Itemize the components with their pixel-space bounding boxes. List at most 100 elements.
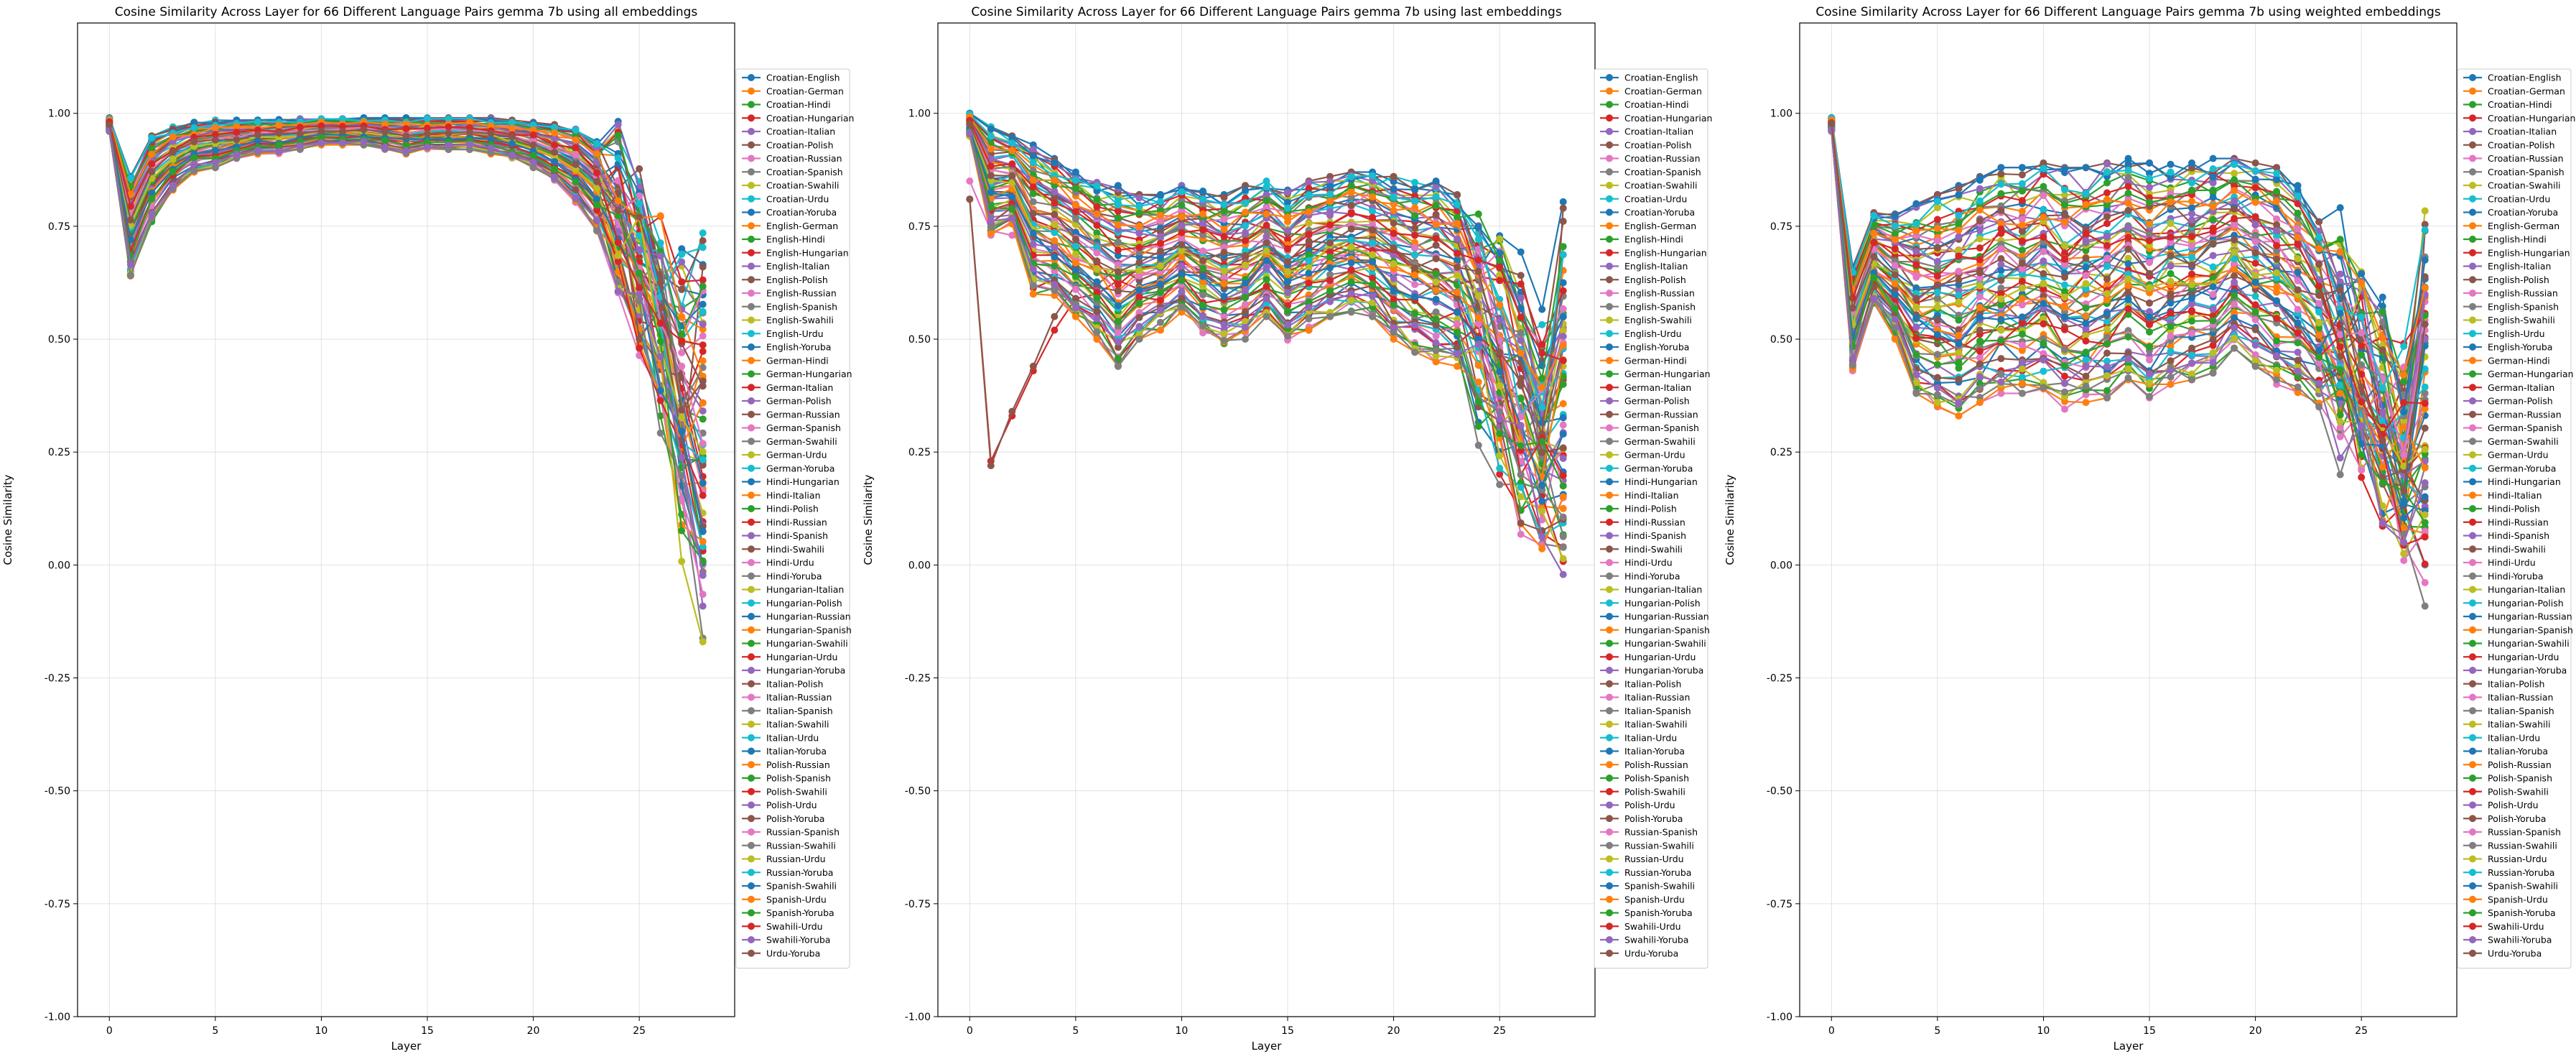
data-point (614, 228, 622, 236)
legend-swatch-marker (748, 518, 755, 526)
legend-entry-label: Croatian-Polish (1624, 139, 1692, 150)
data-point (593, 206, 601, 214)
data-point (1454, 362, 1461, 370)
data-point (699, 537, 707, 545)
data-point (699, 456, 707, 463)
legend-entry-label: Spanish-Yoruba (1624, 907, 1693, 918)
data-point (1390, 260, 1398, 268)
data-point (1411, 321, 1419, 329)
data-point (1029, 362, 1037, 370)
data-point (593, 150, 601, 158)
data-point (1114, 261, 1122, 269)
data-point (966, 120, 974, 128)
legend-swatch-marker (1606, 787, 1613, 795)
data-point (1559, 333, 1567, 341)
data-point (1114, 239, 1122, 246)
data-point (1242, 208, 1249, 216)
data-point (699, 448, 707, 456)
data-point (1029, 159, 1037, 167)
data-point (1284, 289, 1291, 297)
x-tick-label: 20 (527, 1025, 540, 1037)
data-point (1517, 484, 1525, 491)
legend-swatch-marker (1606, 545, 1613, 553)
legend-entry-label: Croatian-Urdu (1624, 193, 1687, 204)
data-point (656, 279, 664, 287)
data-point (1178, 228, 1186, 236)
data-point (1411, 197, 1419, 205)
legend-entry-label: Croatian-Swahili (766, 180, 840, 191)
data-point (678, 414, 686, 422)
legend-swatch-marker (1606, 909, 1613, 917)
data-point (656, 429, 664, 437)
data-point (508, 139, 516, 147)
data-point (1369, 193, 1377, 200)
legend-entry-label: Croatian-Hindi (766, 99, 831, 110)
data-point (402, 125, 410, 133)
data-point (1454, 320, 1461, 328)
legend-swatch-marker (748, 599, 755, 607)
data-point (1496, 277, 1504, 285)
data-point (2379, 293, 2386, 301)
data-point (987, 229, 995, 237)
data-point (1284, 258, 1291, 266)
y-tick-label: 0.50 (48, 334, 70, 346)
legend-swatch-marker (748, 707, 755, 715)
data-point (360, 126, 368, 134)
data-point (699, 461, 707, 469)
legend-swatch-marker (748, 801, 755, 809)
data-point (1305, 231, 1313, 239)
legend-entry-label: Italian-Polish (766, 678, 823, 689)
data-point (1199, 291, 1206, 299)
legend-swatch-marker (1606, 330, 1613, 338)
data-point (1432, 221, 1440, 228)
data-point (1135, 194, 1143, 202)
data-point (1135, 244, 1143, 251)
legend-entry-label: German-Italian (766, 382, 833, 393)
legend-swatch-marker (748, 384, 755, 392)
data-point (1220, 200, 1228, 208)
data-point (1347, 172, 1355, 180)
data-point (1220, 313, 1228, 321)
data-point (1135, 203, 1143, 211)
data-point (614, 121, 622, 129)
x-tick-label: 5 (212, 1025, 218, 1037)
legend-entry-label: Russian-Yoruba (1624, 867, 1691, 878)
data-point (1071, 295, 1079, 302)
data-point (1199, 210, 1206, 218)
data-point (233, 150, 241, 158)
legend-swatch-marker (1606, 74, 1613, 81)
legend-swatch-marker (1606, 114, 1613, 122)
x-tick-label: 25 (1493, 1025, 1506, 1037)
data-point (1305, 315, 1313, 323)
legend-entry-label: Polish-Russian (1624, 759, 1688, 770)
y-tick-label: 0.75 (908, 221, 931, 233)
data-point (1263, 183, 1270, 191)
data-point (987, 145, 995, 153)
legend-entry-label: English-Hindi (1624, 234, 1683, 245)
data-point (1242, 323, 1249, 331)
data-point (1390, 287, 1398, 295)
data-point (1305, 208, 1313, 216)
data-point (1496, 415, 1504, 423)
legend-swatch-marker (748, 141, 755, 149)
data-point (614, 189, 622, 197)
data-point (1284, 236, 1291, 244)
legend-swatch-marker (1606, 734, 1613, 741)
data-point (1496, 336, 1504, 344)
legend-swatch-marker (748, 909, 755, 917)
legend-swatch-marker (748, 855, 755, 863)
data-point (1178, 246, 1186, 254)
legend-entry-label: English-Urdu (1624, 328, 1682, 339)
data-point (1114, 323, 1122, 331)
data-point (1114, 287, 1122, 295)
legend-swatch-marker (748, 491, 755, 499)
data-point (656, 212, 664, 220)
data-point (1114, 215, 1122, 223)
data-point (1496, 301, 1504, 309)
data-point (1411, 186, 1419, 193)
data-point (529, 126, 537, 134)
data-point (1390, 295, 1398, 303)
data-point (1071, 304, 1079, 312)
data-point (1029, 152, 1037, 160)
legend-swatch-marker (748, 828, 755, 836)
